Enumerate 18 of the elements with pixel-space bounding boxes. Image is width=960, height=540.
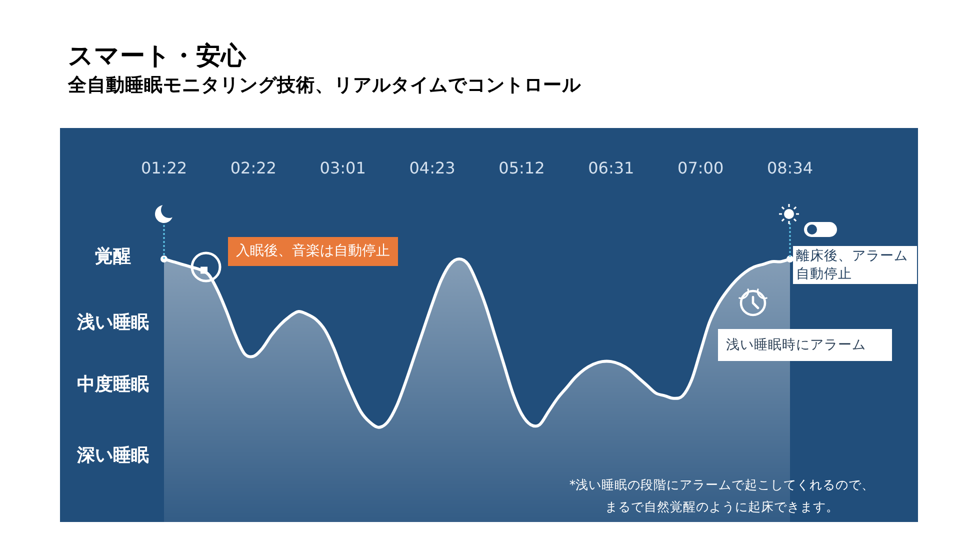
text: 浅い睡眠 — [77, 312, 149, 334]
x-tick-label: 08:34 — [766, 158, 814, 178]
x-tick-label: 02:22 — [230, 158, 276, 178]
x-tick-label: 07:00 — [678, 158, 724, 178]
text: 中度睡眠 — [77, 374, 149, 396]
chart-title: スマート・安心 — [68, 41, 246, 71]
x-tick-label: 06:31 — [588, 158, 634, 178]
x-tick-label: 05:12 — [498, 158, 545, 178]
text: 深い睡眠 — [77, 445, 149, 467]
x-tick-label: 01:22 — [140, 158, 188, 178]
annotation: 入眠後、音楽は自動停止 — [228, 237, 398, 266]
annotation: 離床後、アラーム自動停止 — [793, 246, 918, 284]
text: 覚醒 — [95, 246, 131, 268]
x-tick-label: 03:01 — [320, 158, 366, 178]
annotation: *浅い睡眠の段階にアラームで起こしてくれるので、まるで自然覚醒のように起床できます。 — [568, 476, 876, 516]
annotation: 浅い睡眠時にアラーム — [718, 329, 892, 362]
x-tick-label: 04:23 — [409, 158, 456, 178]
chart-subtitle: 全自動睡眠モニタリング技術、リアルタイムでコントロール — [68, 74, 581, 98]
